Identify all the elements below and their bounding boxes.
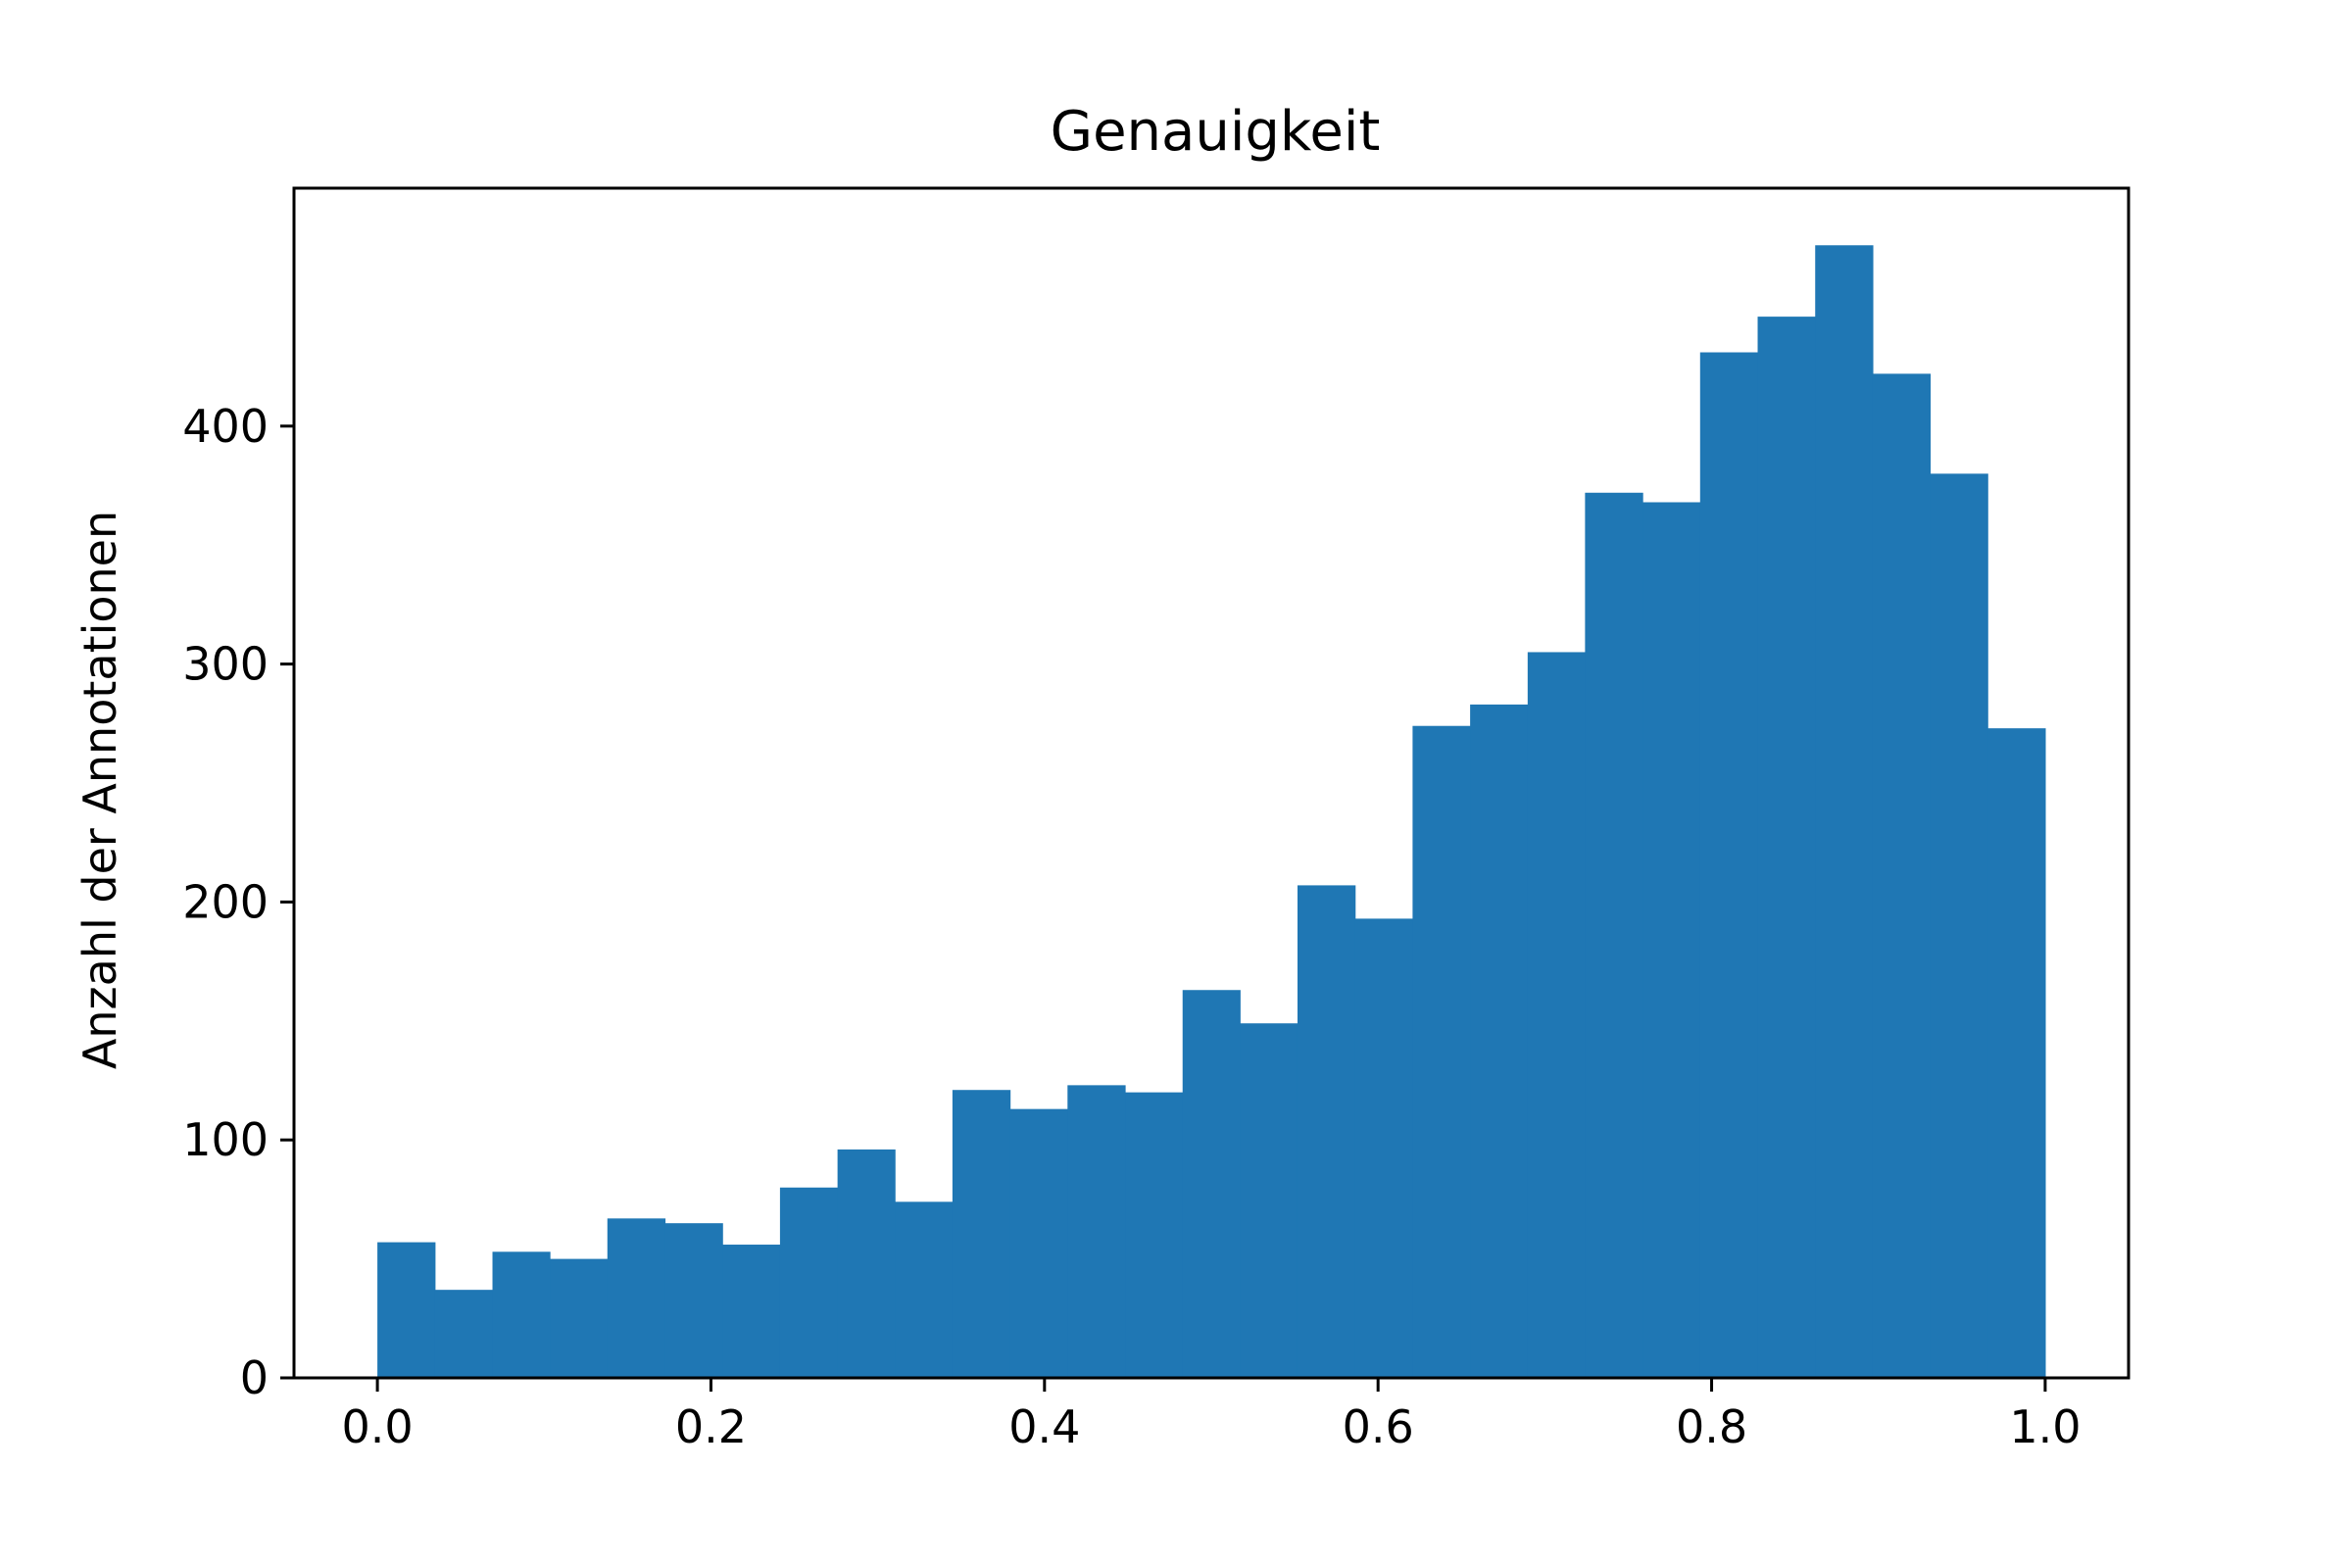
chart-title: Genauigkeit (1051, 100, 1381, 164)
histogram-bar-25 (1815, 245, 1874, 1378)
histogram-bar-20 (1527, 652, 1586, 1378)
histogram-bar-9 (895, 1201, 954, 1378)
histogram-bar-21 (1585, 492, 1643, 1378)
histogram-bar-5 (664, 1223, 723, 1378)
y-tick-label-3: 300 (182, 638, 269, 691)
histogram-bar-28 (1987, 728, 2046, 1378)
histogram-bar-17 (1354, 918, 1414, 1378)
histogram-bar-19 (1470, 704, 1529, 1378)
histogram-bar-13 (1125, 1092, 1184, 1378)
histogram-bar-6 (722, 1245, 781, 1378)
x-axis-ticks: 0.0 0.2 0.4 0.6 0.8 1.0 (342, 1378, 2081, 1453)
plot-frame (292, 186, 2131, 1380)
y-tick-label-4: 400 (182, 400, 269, 453)
histogram-bar-1 (434, 1290, 494, 1378)
histogram-bar-27 (1930, 473, 1988, 1378)
histogram-bar-4 (607, 1218, 666, 1378)
histogram-bar-15 (1240, 1023, 1298, 1378)
x-tick-label-2: 0.4 (1008, 1400, 1080, 1453)
histogram-bar-7 (779, 1187, 839, 1378)
y-tick-label-1: 100 (182, 1113, 269, 1166)
histogram-bar-24 (1757, 317, 1816, 1378)
histogram-bar-14 (1182, 990, 1241, 1378)
x-tick-label-0: 0.0 (342, 1400, 414, 1453)
y-tick-label-2: 200 (182, 875, 269, 928)
histogram-bar-11 (1009, 1108, 1068, 1378)
histogram-bar-16 (1297, 885, 1356, 1378)
histogram-bar-23 (1699, 352, 1759, 1378)
histogram-bar-18 (1412, 725, 1471, 1378)
y-axis-ticks: 0 100 200 300 400 (182, 400, 294, 1404)
x-tick-label-3: 0.6 (1343, 1400, 1414, 1453)
x-tick-label-1: 0.2 (675, 1400, 747, 1453)
y-axis-label: Anzahl der Annotationen (74, 511, 126, 1069)
histogram-bar-3 (550, 1258, 609, 1378)
histogram-bar-0 (377, 1242, 436, 1378)
x-tick-label-5: 1.0 (2009, 1400, 2081, 1453)
histogram-bar-26 (1872, 373, 1932, 1378)
y-tick-label-0: 0 (240, 1351, 269, 1404)
bars-group (377, 245, 2046, 1378)
histogram-bar-12 (1067, 1085, 1126, 1378)
histogram-bar-8 (837, 1149, 896, 1378)
histogram-bar-10 (952, 1090, 1011, 1378)
histogram-bar-22 (1642, 502, 1701, 1378)
x-tick-label-4: 0.8 (1676, 1400, 1747, 1453)
histogram-bar-2 (492, 1251, 551, 1378)
